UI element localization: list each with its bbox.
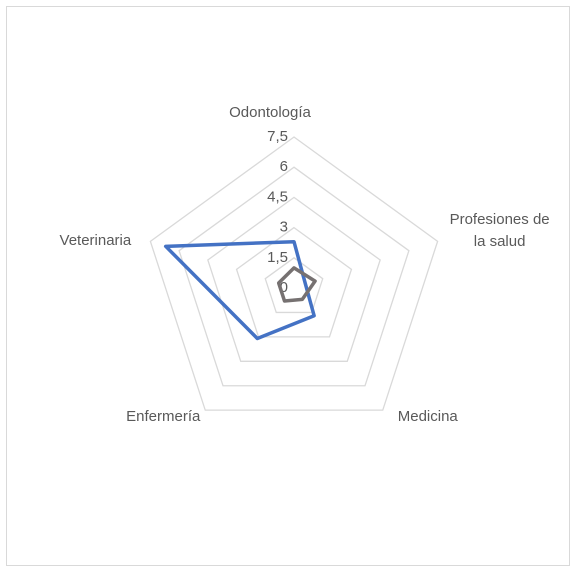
grid-ring xyxy=(178,166,410,387)
category-label: Odontología xyxy=(229,104,311,121)
series-line xyxy=(163,239,316,341)
category-label: Veterinaria xyxy=(59,232,132,250)
category-label: Medicina xyxy=(397,408,458,426)
series-line xyxy=(276,266,317,303)
grid-ring xyxy=(149,136,439,411)
y-tick-label: 6 xyxy=(280,158,288,175)
category-label: Profesiones de la salud xyxy=(449,211,550,251)
grid-ring xyxy=(264,256,324,314)
grid-ring xyxy=(235,226,353,338)
y-tick-label: 0 xyxy=(280,279,288,296)
grid-ring xyxy=(207,196,381,362)
y-tick-label: 7,5 xyxy=(267,128,288,145)
category-label: Enfermería xyxy=(126,408,201,426)
y-tick-label: 4,5 xyxy=(267,188,288,205)
y-tick-label: 3 xyxy=(280,219,288,236)
chart-frame xyxy=(6,6,570,566)
y-tick-label: 1,5 xyxy=(267,249,288,266)
